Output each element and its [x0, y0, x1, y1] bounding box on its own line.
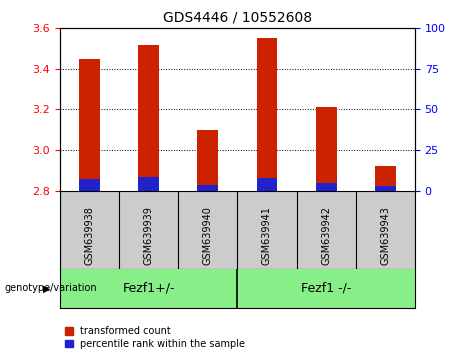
Title: GDS4446 / 10552608: GDS4446 / 10552608: [163, 10, 312, 24]
Text: ▶: ▶: [43, 284, 51, 293]
Text: Fezf1 -/-: Fezf1 -/-: [301, 282, 351, 295]
Bar: [257, 39, 278, 190]
Bar: [79, 59, 100, 190]
Text: GSM639943: GSM639943: [380, 206, 390, 265]
Text: GSM639941: GSM639941: [262, 206, 272, 265]
Bar: [197, 130, 218, 190]
Legend: transformed count, percentile rank within the sample: transformed count, percentile rank withi…: [65, 326, 245, 349]
Text: Fezf1+/-: Fezf1+/-: [123, 282, 175, 295]
Text: GSM639939: GSM639939: [144, 206, 154, 265]
Bar: [257, 178, 278, 190]
Text: GSM639942: GSM639942: [321, 206, 331, 265]
Bar: [79, 179, 100, 190]
Bar: [138, 45, 159, 190]
Text: GSM639940: GSM639940: [203, 206, 213, 265]
Bar: [197, 185, 218, 190]
Text: genotype/variation: genotype/variation: [5, 284, 97, 293]
Text: GSM639938: GSM639938: [84, 206, 95, 265]
Bar: [375, 166, 396, 190]
Bar: [316, 107, 337, 190]
Bar: [375, 186, 396, 190]
Bar: [138, 177, 159, 190]
Bar: [316, 183, 337, 190]
